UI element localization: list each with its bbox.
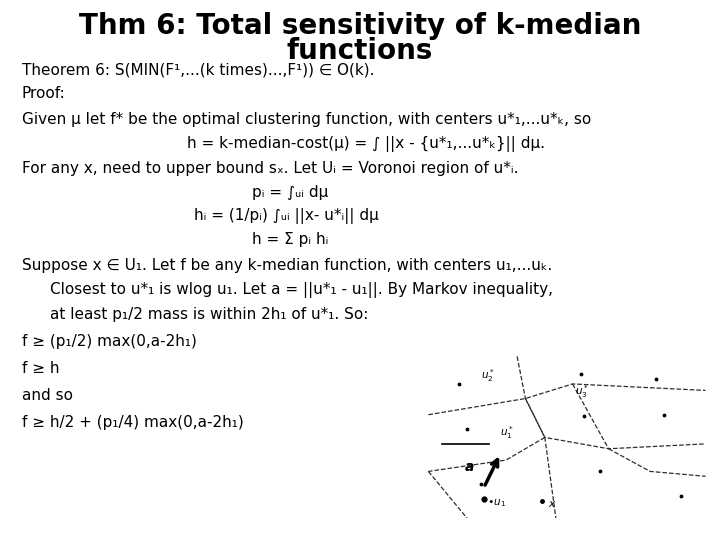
Text: $\bullet u_1$: $\bullet u_1$ (487, 497, 505, 509)
Text: $u^*_2$: $u^*_2$ (481, 367, 495, 384)
Text: Proof:: Proof: (22, 86, 66, 102)
Text: f ≥ h: f ≥ h (22, 361, 59, 376)
Text: hᵢ = (1/pᵢ) ∫ᵤᵢ ||x- u*ᵢ|| dμ: hᵢ = (1/pᵢ) ∫ᵤᵢ ||x- u*ᵢ|| dμ (194, 208, 379, 224)
Text: f ≥ (p₁/2) max(0,a-2h₁): f ≥ (p₁/2) max(0,a-2h₁) (22, 334, 197, 349)
Text: pᵢ = ∫ᵤᵢ dμ: pᵢ = ∫ᵤᵢ dμ (252, 185, 328, 200)
Text: a: a (464, 461, 474, 475)
Text: and so: and so (22, 388, 73, 403)
Text: Given μ let f* be the optimal clustering function, with centers u*₁,...u*ₖ, so: Given μ let f* be the optimal clustering… (22, 112, 591, 127)
Text: $x$: $x$ (548, 499, 556, 509)
Text: Closest to u*₁ is wlog u₁. Let a = ||u*₁ - u₁||. By Markov inequality,: Closest to u*₁ is wlog u₁. Let a = ||u*₁… (50, 282, 554, 298)
Text: Suppose x ∈ U₁. Let f be any k-median function, with centers u₁,...uₖ.: Suppose x ∈ U₁. Let f be any k-median fu… (22, 258, 552, 273)
Text: h = Σ pᵢ hᵢ: h = Σ pᵢ hᵢ (252, 232, 328, 247)
Text: For any x, need to upper bound sₓ. Let Uᵢ = Voronoi region of u*ᵢ.: For any x, need to upper bound sₓ. Let U… (22, 161, 518, 176)
Text: $u^*_1$: $u^*_1$ (500, 424, 514, 441)
Text: $u^*_3$: $u^*_3$ (575, 383, 589, 400)
Text: functions: functions (287, 37, 433, 65)
Text: Theorem 6: S(MIN(F¹,...(k times)...,F¹)) ∈ O(k).: Theorem 6: S(MIN(F¹,...(k times)...,F¹))… (22, 63, 374, 78)
Text: at least p₁/2 mass is within 2h₁ of u*₁. So:: at least p₁/2 mass is within 2h₁ of u*₁.… (50, 307, 369, 322)
Text: Thm 6: Total sensitivity of k-median: Thm 6: Total sensitivity of k-median (78, 12, 642, 40)
Text: f ≥ h/2 + (p₁/4) max(0,a-2h₁): f ≥ h/2 + (p₁/4) max(0,a-2h₁) (22, 415, 243, 430)
Text: h = k-median-cost(μ) = ∫ ||x - {u*₁,...u*ₖ}|| dμ.: h = k-median-cost(μ) = ∫ ||x - {u*₁,...u… (187, 136, 545, 152)
